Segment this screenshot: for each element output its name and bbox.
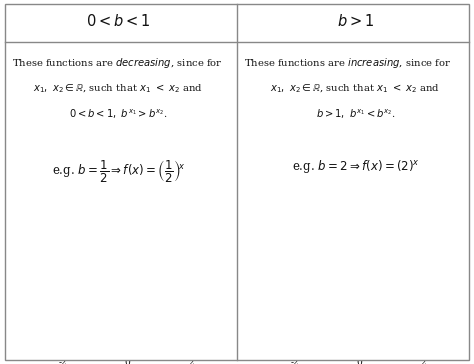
Text: These functions are $\mathit{decreasing}$, since for: These functions are $\mathit{decreasing}… <box>12 56 222 70</box>
Text: $b > 1,\ b^{x_1} < b^{x_2}$.: $b > 1,\ b^{x_1} < b^{x_2}$. <box>316 107 395 121</box>
Text: 4: 4 <box>362 224 367 233</box>
Text: $x_1,\ x_2 \in \mathbb{R}$, such that $x_1\ <\ x_2$ and: $x_1,\ x_2 \in \mathbb{R}$, such that $x… <box>34 82 203 95</box>
Text: 2: 2 <box>129 285 135 294</box>
Text: $0 < b < 1,\ b^{x_1} > b^{x_2}$.: $0 < b < 1,\ b^{x_1} > b^{x_2}$. <box>69 107 168 121</box>
Text: 2: 2 <box>362 285 367 294</box>
Text: e.g. $b = \dfrac{1}{2} \Rightarrow f(x) = \left(\dfrac{1}{2}\right)^{\!x}$: e.g. $b = \dfrac{1}{2} \Rightarrow f(x) … <box>52 158 185 184</box>
Text: $b > 1$: $b > 1$ <box>337 13 374 29</box>
Text: 4: 4 <box>129 224 135 233</box>
Text: $0 < b < 1$: $0 < b < 1$ <box>86 13 151 29</box>
Text: These functions are $\mathit{increasing}$, since for: These functions are $\mathit{increasing}… <box>244 56 451 70</box>
Text: e.g. $b = 2 \Rightarrow f(x) = (2)^x$: e.g. $b = 2 \Rightarrow f(x) = (2)^x$ <box>292 158 419 175</box>
Text: $x_1,\ x_2 \in \mathbb{R}$, such that $x_1\ <\ x_2$ and: $x_1,\ x_2 \in \mathbb{R}$, such that $x… <box>271 82 440 95</box>
